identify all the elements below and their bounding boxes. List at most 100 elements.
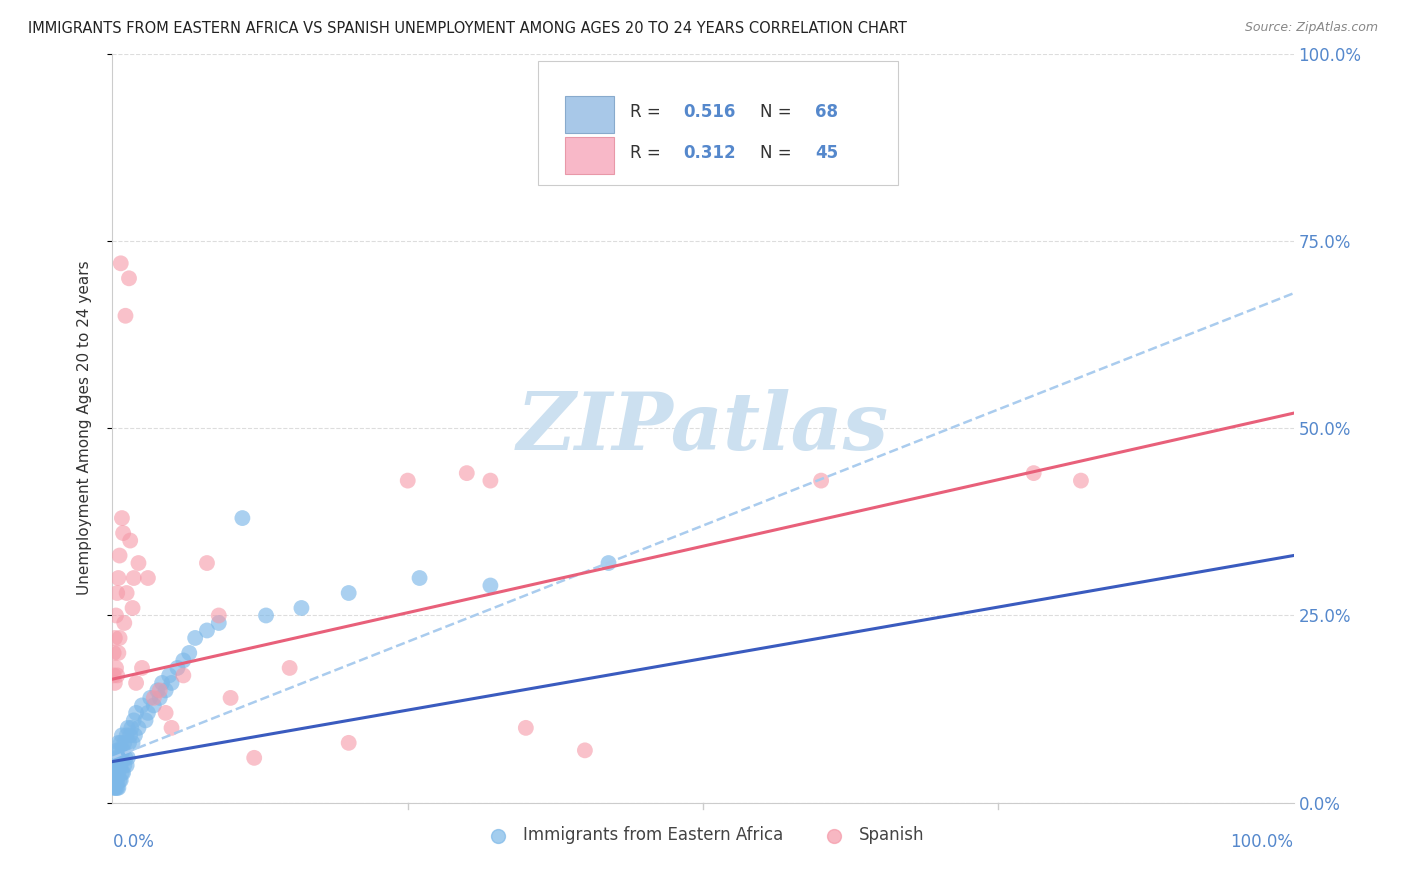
Point xyxy=(105,661,128,675)
Point xyxy=(117,751,139,765)
Point xyxy=(104,773,127,788)
Point xyxy=(120,533,142,548)
Point xyxy=(118,271,141,285)
Point xyxy=(104,758,127,772)
Point xyxy=(166,661,188,675)
Text: 45: 45 xyxy=(815,145,838,162)
Point xyxy=(105,773,128,788)
Point xyxy=(155,683,177,698)
Point xyxy=(105,773,128,788)
Point xyxy=(810,474,832,488)
Point xyxy=(337,736,360,750)
Point xyxy=(124,728,146,742)
Point xyxy=(172,668,194,682)
Point xyxy=(1070,474,1092,488)
Point xyxy=(103,646,125,660)
Point xyxy=(105,751,128,765)
Point xyxy=(112,736,135,750)
Point xyxy=(108,773,131,788)
Point xyxy=(150,676,173,690)
Point xyxy=(112,758,135,772)
Text: 100.0%: 100.0% xyxy=(1230,833,1294,851)
Point xyxy=(118,736,141,750)
Point xyxy=(105,765,128,780)
Point xyxy=(110,256,132,270)
Point xyxy=(108,631,131,645)
Point xyxy=(139,690,162,705)
Point xyxy=(107,736,129,750)
Point xyxy=(396,474,419,488)
FancyBboxPatch shape xyxy=(565,95,614,133)
Point xyxy=(105,586,128,600)
Point xyxy=(157,668,180,682)
Point xyxy=(104,780,127,795)
Point xyxy=(160,676,183,690)
Y-axis label: Unemployment Among Ages 20 to 24 years: Unemployment Among Ages 20 to 24 years xyxy=(77,260,91,596)
Point xyxy=(115,586,138,600)
Point xyxy=(105,608,128,623)
Point xyxy=(515,721,537,735)
Text: 68: 68 xyxy=(815,103,838,121)
Point xyxy=(160,721,183,735)
Point xyxy=(149,690,172,705)
Point xyxy=(122,571,145,585)
Point xyxy=(111,728,134,742)
Point xyxy=(105,780,128,795)
Point xyxy=(479,578,502,592)
Point xyxy=(110,758,132,772)
Text: N =: N = xyxy=(759,103,797,121)
Point xyxy=(136,706,159,720)
Point xyxy=(112,615,135,630)
Point xyxy=(125,676,148,690)
Point xyxy=(104,631,127,645)
Point xyxy=(108,743,131,757)
Point xyxy=(103,780,125,795)
Point xyxy=(337,586,360,600)
Point xyxy=(105,743,128,757)
Point xyxy=(149,683,172,698)
Point xyxy=(142,698,165,713)
Point xyxy=(103,773,125,788)
Point xyxy=(114,309,136,323)
Point xyxy=(184,631,207,645)
Point xyxy=(195,624,218,638)
Point xyxy=(135,714,157,728)
Point xyxy=(105,780,128,795)
Point xyxy=(115,758,138,772)
Point xyxy=(142,690,165,705)
Point xyxy=(120,728,142,742)
Point xyxy=(219,690,242,705)
Point xyxy=(574,743,596,757)
Point xyxy=(408,571,430,585)
Point xyxy=(112,526,135,541)
Point xyxy=(111,511,134,525)
Point xyxy=(120,721,142,735)
Point xyxy=(290,601,312,615)
Point xyxy=(208,608,231,623)
Point xyxy=(1022,466,1045,480)
Point xyxy=(243,751,266,765)
Point xyxy=(107,571,129,585)
Point xyxy=(111,751,134,765)
Text: R =: R = xyxy=(630,103,666,121)
Point xyxy=(479,474,502,488)
Point xyxy=(107,751,129,765)
Text: 0.312: 0.312 xyxy=(683,145,735,162)
Point xyxy=(114,751,136,765)
Point xyxy=(115,728,138,742)
Text: IMMIGRANTS FROM EASTERN AFRICA VS SPANISH UNEMPLOYMENT AMONG AGES 20 TO 24 YEARS: IMMIGRANTS FROM EASTERN AFRICA VS SPANIS… xyxy=(28,21,907,36)
Point xyxy=(598,556,620,570)
Point xyxy=(231,511,253,525)
FancyBboxPatch shape xyxy=(565,137,614,174)
Point xyxy=(127,721,149,735)
Text: N =: N = xyxy=(759,145,797,162)
Point xyxy=(107,646,129,660)
Point xyxy=(195,556,218,570)
Point xyxy=(155,706,177,720)
Point xyxy=(122,714,145,728)
Text: 0.516: 0.516 xyxy=(683,103,735,121)
Point xyxy=(456,466,478,480)
Text: R =: R = xyxy=(630,145,666,162)
Point xyxy=(127,556,149,570)
Point xyxy=(146,683,169,698)
